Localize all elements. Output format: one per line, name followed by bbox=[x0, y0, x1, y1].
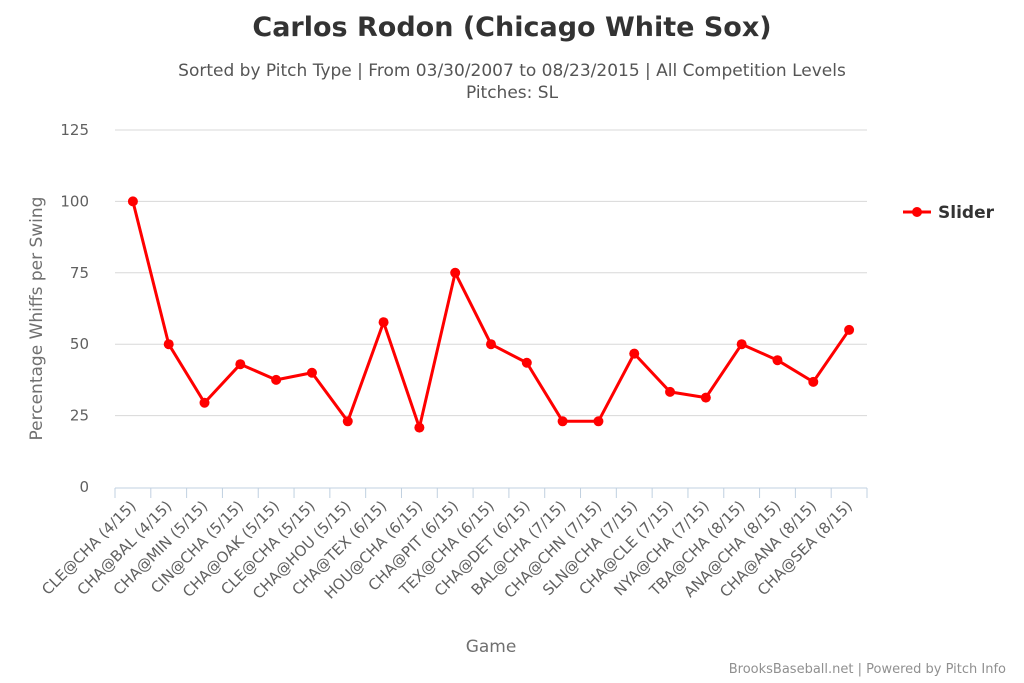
series-line bbox=[131, 201, 851, 430]
data-point[interactable] bbox=[844, 324, 855, 335]
y-tick-label: 125 bbox=[60, 121, 89, 139]
chart-title: Carlos Rodon (Chicago White Sox) bbox=[252, 12, 772, 43]
data-point[interactable] bbox=[700, 392, 711, 403]
data-point[interactable] bbox=[235, 359, 246, 370]
legend-label-slider: Slider bbox=[938, 203, 995, 223]
data-point[interactable] bbox=[808, 376, 819, 387]
grid-lines bbox=[115, 129, 867, 417]
data-point[interactable] bbox=[342, 416, 353, 427]
data-point[interactable] bbox=[665, 386, 676, 397]
data-point[interactable] bbox=[736, 339, 747, 350]
data-point[interactable] bbox=[414, 422, 425, 433]
legend[interactable]: Slider bbox=[903, 203, 995, 223]
chart-subtitle-line1: Sorted by Pitch Type | From 03/30/2007 t… bbox=[178, 61, 846, 81]
y-tick-label: 0 bbox=[79, 478, 89, 496]
chart-subtitle: Sorted by Pitch Type | From 03/30/2007 t… bbox=[0, 60, 1024, 104]
y-tick-label: 75 bbox=[70, 264, 89, 282]
y-axis-title: Percentage Whiffs per Swing bbox=[27, 197, 47, 441]
data-point[interactable] bbox=[450, 267, 461, 278]
data-point[interactable] bbox=[127, 196, 138, 207]
x-axis-tick-labels: CLE@CHA (4/15)CHA@BAL (4/15)CHA@MIN (5/1… bbox=[38, 497, 856, 603]
data-point[interactable] bbox=[593, 416, 604, 427]
y-tick-label: 50 bbox=[70, 335, 89, 353]
data-point[interactable] bbox=[378, 317, 389, 328]
data-point[interactable] bbox=[271, 374, 282, 385]
data-point[interactable] bbox=[486, 339, 496, 350]
x-axis bbox=[114, 487, 868, 498]
data-point[interactable] bbox=[557, 416, 568, 427]
y-tick-label: 25 bbox=[70, 407, 89, 425]
data-point[interactable] bbox=[772, 355, 783, 366]
data-point[interactable] bbox=[306, 367, 317, 378]
credits-text[interactable]: BrooksBaseball.net | Powered by Pitch In… bbox=[728, 662, 1006, 677]
data-point[interactable] bbox=[199, 397, 210, 408]
y-axis-ticks: 0 25 50 75 100 125 bbox=[60, 121, 89, 496]
series-slider bbox=[127, 196, 855, 433]
data-point[interactable] bbox=[521, 357, 532, 368]
data-point[interactable] bbox=[629, 348, 640, 359]
x-axis-title: Game bbox=[466, 637, 517, 657]
legend-marker bbox=[912, 207, 922, 217]
chart-subtitle-line2: Pitches: SL bbox=[465, 83, 559, 103]
data-point[interactable] bbox=[163, 339, 174, 350]
y-tick-label: 100 bbox=[60, 192, 89, 210]
